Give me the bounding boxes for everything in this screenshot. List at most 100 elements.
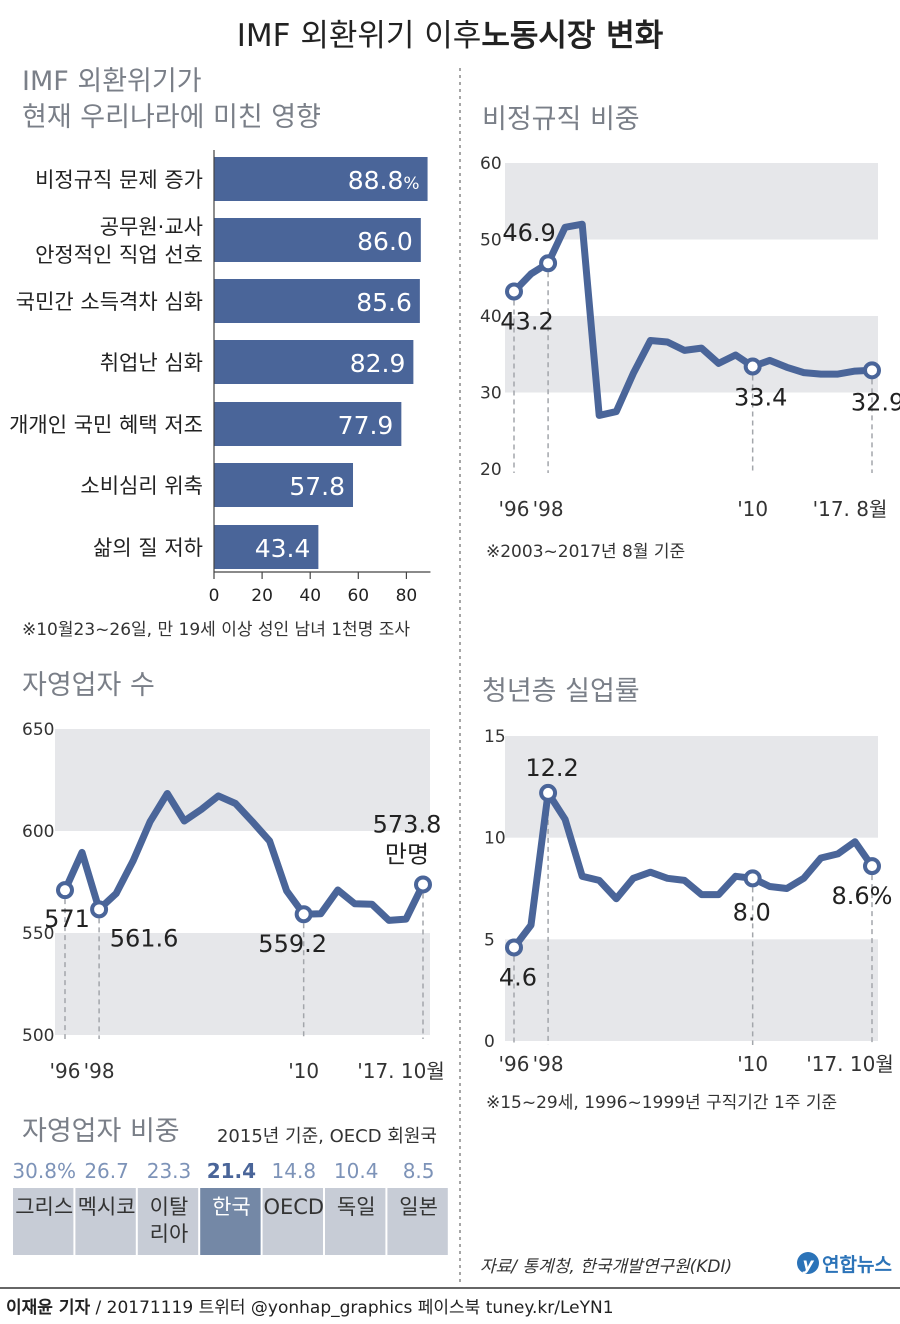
country-cell: [325, 1188, 386, 1255]
series-marker: [505, 282, 523, 301]
marker-value-label-line: 12.2: [525, 754, 578, 782]
marker-value-label-line: 33.4: [734, 383, 787, 411]
country-share-value: 8.5: [403, 1159, 435, 1183]
country-cell: [387, 1188, 448, 1255]
bar-category-label-line: 소비심리 위축: [80, 474, 203, 498]
y-tick-label: 10: [484, 829, 506, 849]
y-tick-label: 40: [480, 307, 502, 327]
series-marker: [56, 881, 74, 900]
line-chart-title: 비정규직 비중: [482, 104, 640, 135]
marker-value-label-line: 32.9%: [851, 388, 900, 416]
bar-category-label-line: 비정규직 문제 증가: [35, 168, 203, 192]
bar-value-label: 77.9: [338, 411, 394, 440]
marker-value-label-line: 46.9: [502, 219, 555, 247]
x-tick-label: '96: [50, 1059, 81, 1083]
country-name: 그리스: [15, 1195, 73, 1219]
marker-value-label: 559.2: [258, 930, 327, 958]
y-tick-label: 30: [480, 384, 502, 404]
bar: [214, 402, 402, 446]
marker-value-label-line: 8.6%: [832, 882, 893, 910]
bar: [214, 279, 420, 323]
y-tick-label: 5: [484, 930, 495, 950]
bar-x-tick-label: 40: [299, 586, 321, 606]
bar-value-unit: %: [403, 174, 419, 194]
marker-value-label: 32.9%: [851, 388, 900, 416]
country-name-line: 독일: [337, 1195, 376, 1219]
bar-value-number: 82.9: [350, 349, 406, 378]
x-tick-label: '96: [499, 497, 530, 521]
page-title-bold: 노동시장 변화: [481, 18, 663, 54]
country-name-line: 리아: [150, 1222, 189, 1246]
marker-value-label-line: 만명: [385, 840, 429, 868]
byline-rest: / 20171119 트위터 @yonhap_graphics 페이스북 tun…: [90, 1298, 613, 1318]
yonhap-logo-text: 연합뉴스: [822, 1254, 892, 1276]
marker-value-label: 561.6: [110, 924, 179, 952]
x-tick-label: '98: [84, 1059, 115, 1083]
bar: [214, 525, 319, 569]
bar-chart-note: ※10월23~26일, 만 19세 이상 성인 남녀 1천명 조사: [22, 620, 410, 640]
x-tick-label: '98: [533, 497, 564, 521]
country-cell: [262, 1188, 323, 1255]
bar: [214, 218, 421, 262]
marker-value-label: 8.0: [733, 898, 771, 926]
marker-value-label-line: 561.6: [110, 924, 179, 952]
country-cell: [75, 1188, 136, 1255]
bar-x-tick-label: 60: [347, 586, 369, 606]
bar-value-label: 85.6: [356, 288, 412, 317]
bar: [214, 340, 414, 384]
bar-category-label: 소비심리 위축: [80, 474, 203, 498]
bar-x-tick-label: 20: [251, 586, 273, 606]
x-tick-label: '10: [288, 1059, 319, 1083]
country-share-value: 23.3: [147, 1159, 192, 1183]
x-tick-label: '17. 10월: [357, 1059, 445, 1083]
country-name-line: 일본: [399, 1195, 438, 1219]
marker-value-label: 4.6: [499, 963, 537, 991]
bar-value-number: 57.8: [289, 472, 345, 501]
y-tick-label: 500: [22, 1026, 54, 1046]
yonhap-logo-glyph: y: [802, 1255, 814, 1275]
x-tick-label: '10: [737, 1052, 768, 1076]
country-name-line: 한국: [212, 1195, 251, 1219]
byline: 이재윤 기자 / 20171119 트위터 @yonhap_graphics 페…: [6, 1298, 614, 1318]
bar-value-label: 88.8%: [348, 166, 420, 195]
table-subtitle: 2015년 기준, OECD 회원국: [217, 1126, 437, 1147]
bar-value-label: 43.4: [255, 534, 311, 563]
y-tick-label: 650: [22, 720, 54, 740]
bar-category-label-line: 개개인 국민 혜택 저조: [9, 413, 203, 437]
series-marker: [90, 900, 109, 919]
grid-band: [505, 316, 878, 393]
bar-chart-title: IMF 외환위기가 현재 우리나라에 미친 영향: [22, 66, 321, 133]
page-title: IMF 외환위기 이후노동시장 변화: [237, 18, 664, 54]
country-cell: [13, 1188, 74, 1255]
series-marker: [743, 869, 762, 888]
country-name-line: 이탈: [150, 1195, 189, 1219]
chart-self-employed-count: 자영업자 수 500 550 600 650 571 561.6 559.2 573.8 만명 '9…: [22, 670, 445, 1083]
series-marker: [863, 857, 881, 876]
bar-category-label-line: 안정적인 직업 선호: [35, 243, 203, 267]
series-line: [61, 790, 427, 924]
series-marker: [539, 254, 558, 273]
marker-value-label: 8.6%: [832, 882, 893, 910]
series-marker: [505, 938, 523, 957]
y-tick-label: 0: [484, 1032, 495, 1052]
marker-value-label: 43.2: [500, 308, 553, 336]
marker-value-label-line: 4.6: [499, 963, 537, 991]
bar: [214, 157, 428, 201]
bar-category-label: 개개인 국민 혜택 저조: [9, 413, 203, 437]
country-share-value: 21.4: [207, 1159, 256, 1183]
bar-category-label-line: 취업난 심화: [100, 351, 203, 375]
x-tick-label: '98: [533, 1052, 564, 1076]
country-name-line: OECD: [263, 1195, 324, 1219]
bar-category-label-line: 공무원·교사: [100, 215, 203, 239]
table-title: 자영업자 비중: [22, 1116, 180, 1147]
country-share-value: 30.8%: [12, 1159, 76, 1183]
country-share-value: 14.8: [272, 1159, 317, 1183]
x-tick-label: '96: [499, 1052, 530, 1076]
series-marker: [863, 361, 881, 380]
bar-chart-title-line: 현재 우리나라에 미친 영향: [22, 102, 321, 133]
byline-reporter: 이재윤 기자: [6, 1298, 90, 1318]
marker-value-label-line: 573.8: [373, 810, 442, 838]
bar-value-label: 86.0: [357, 227, 413, 256]
